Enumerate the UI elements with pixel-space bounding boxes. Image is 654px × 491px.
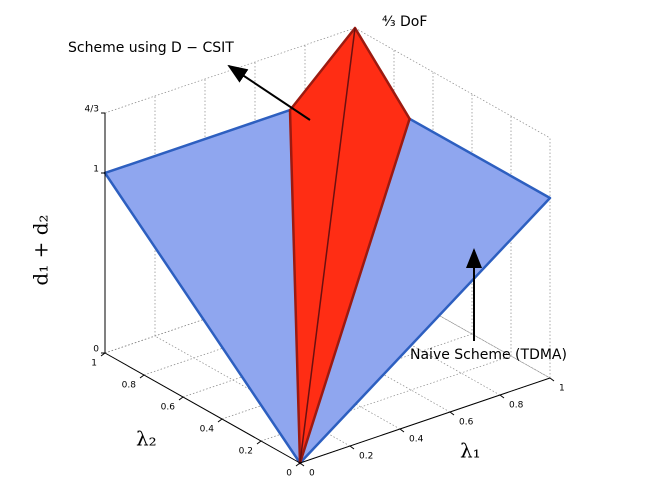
x-tick-label: 0.8 (509, 401, 524, 411)
z-tick-label: 4/3 (85, 105, 99, 115)
x-tick (349, 445, 355, 450)
x-axis-label: λ₁ (460, 439, 481, 463)
y-tick-label: 0 (286, 469, 292, 479)
x-tick (399, 428, 405, 433)
annotation: Scheme using D − CSIT (68, 40, 234, 56)
y-tick (295, 462, 301, 467)
x-tick (549, 377, 555, 382)
y-tick-label: 1 (91, 359, 97, 369)
grid-line (354, 27, 551, 139)
y-tick (178, 396, 184, 401)
annotation: ⁴⁄₃ DoF (382, 14, 427, 30)
x-tick-label: 0.6 (459, 418, 474, 428)
y-tick (139, 374, 145, 379)
y-tick-label: 0.6 (161, 403, 176, 413)
grid-line (154, 335, 351, 447)
x-tick-label: 0.2 (359, 452, 373, 462)
y-tick-label: 0.8 (122, 381, 137, 391)
x-tick (499, 394, 505, 399)
z-tick-label: 0 (93, 345, 99, 355)
y-tick-label: 0.2 (239, 447, 253, 457)
y-axis-label: λ₂ (136, 427, 157, 451)
x-tick-label: 1 (559, 384, 565, 394)
grid-line (354, 267, 551, 379)
y-axis (104, 352, 301, 464)
z-tick-label: 1 (93, 164, 99, 174)
annotation: Naive Scheme (TDMA) (410, 347, 567, 363)
z-axis-label: d₁ + d₂ (29, 214, 53, 285)
y-tick (217, 418, 223, 423)
x-tick-label: 0.4 (409, 435, 424, 445)
x-tick (299, 462, 305, 467)
y-tick-label: 0.4 (200, 425, 215, 435)
x-tick (449, 411, 455, 416)
x-tick-label: 0 (309, 469, 315, 479)
ridge-line (299, 27, 356, 464)
x-axis (299, 377, 551, 464)
annotation-arrow (227, 64, 311, 121)
y-tick (256, 440, 262, 445)
